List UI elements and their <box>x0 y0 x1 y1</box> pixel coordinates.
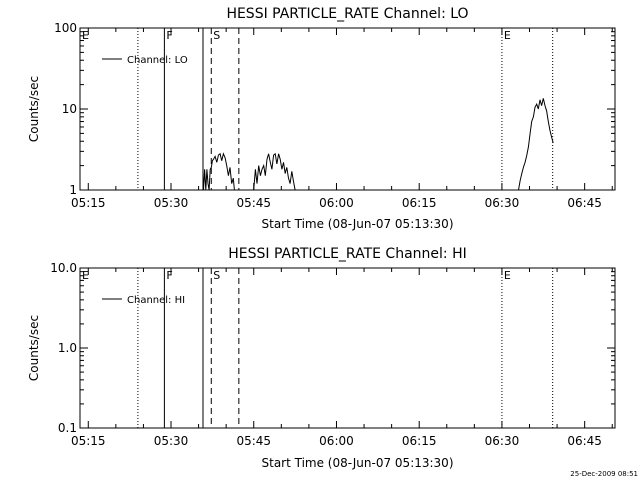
x-tick-label: 06:15 <box>402 434 437 448</box>
y-tick-label: 10.0 <box>50 261 77 275</box>
event-marker-label: E <box>82 269 89 282</box>
x-tick-label: 05:30 <box>154 196 189 210</box>
x-tick-label: 06:45 <box>567 434 602 448</box>
x-axis-label: Start Time (08-Jun-07 05:13:30) <box>262 217 454 231</box>
chart-title: HESSI PARTICLE_RATE Channel: LO <box>226 6 468 22</box>
event-marker-label: E <box>82 29 89 42</box>
x-tick-label: 05:45 <box>236 196 271 210</box>
x-tick-label: 06:00 <box>319 196 354 210</box>
y-tick-label: 100 <box>54 21 77 35</box>
series-line <box>253 152 296 191</box>
series-line <box>203 152 235 191</box>
x-tick-label: 06:30 <box>485 434 520 448</box>
x-tick-label: 05:30 <box>154 434 189 448</box>
y-axis-label: Counts/sec <box>27 315 41 381</box>
event-marker-label: E <box>504 269 511 282</box>
y-axis-label: Counts/sec <box>27 76 41 142</box>
x-axis-label: Start Time (08-Jun-07 05:13:30) <box>262 456 454 470</box>
chart-title: HESSI PARTICLE_RATE Channel: HI <box>228 246 466 262</box>
event-marker-label: F <box>166 269 172 282</box>
y-tick-label: 10 <box>62 102 77 116</box>
legend-label: Channel: HI <box>127 295 185 306</box>
event-marker-label: E <box>504 29 511 42</box>
y-tick-label: 1.0 <box>58 341 77 355</box>
x-tick-label: 05:15 <box>71 196 106 210</box>
y-tick-label: 0.1 <box>58 421 77 435</box>
event-marker-label: S <box>213 269 220 282</box>
plot-frame <box>79 267 616 429</box>
chart-panel-hi: HESSI PARTICLE_RATE Channel: HI 05:15 05:3… <box>27 246 616 470</box>
series-line <box>518 98 554 191</box>
y-tick-label: 1 <box>69 183 77 197</box>
event-marker-label: S <box>213 29 220 42</box>
x-tick-label: 06:00 <box>319 434 354 448</box>
x-tick-label: 05:15 <box>71 434 106 448</box>
timestamp: 25-Dec-2009 08:51 <box>570 470 638 478</box>
legend-label: Channel: LO <box>127 55 188 66</box>
x-tick-label: 06:30 <box>485 196 520 210</box>
event-marker-label: F <box>166 29 172 42</box>
x-tick-label: 06:45 <box>567 196 602 210</box>
x-tick-label: 05:45 <box>236 434 271 448</box>
chart-panel-lo: HESSI PARTICLE_RATE Channel: LO 05:15 05:3… <box>27 6 616 231</box>
x-tick-label: 06:15 <box>402 196 437 210</box>
